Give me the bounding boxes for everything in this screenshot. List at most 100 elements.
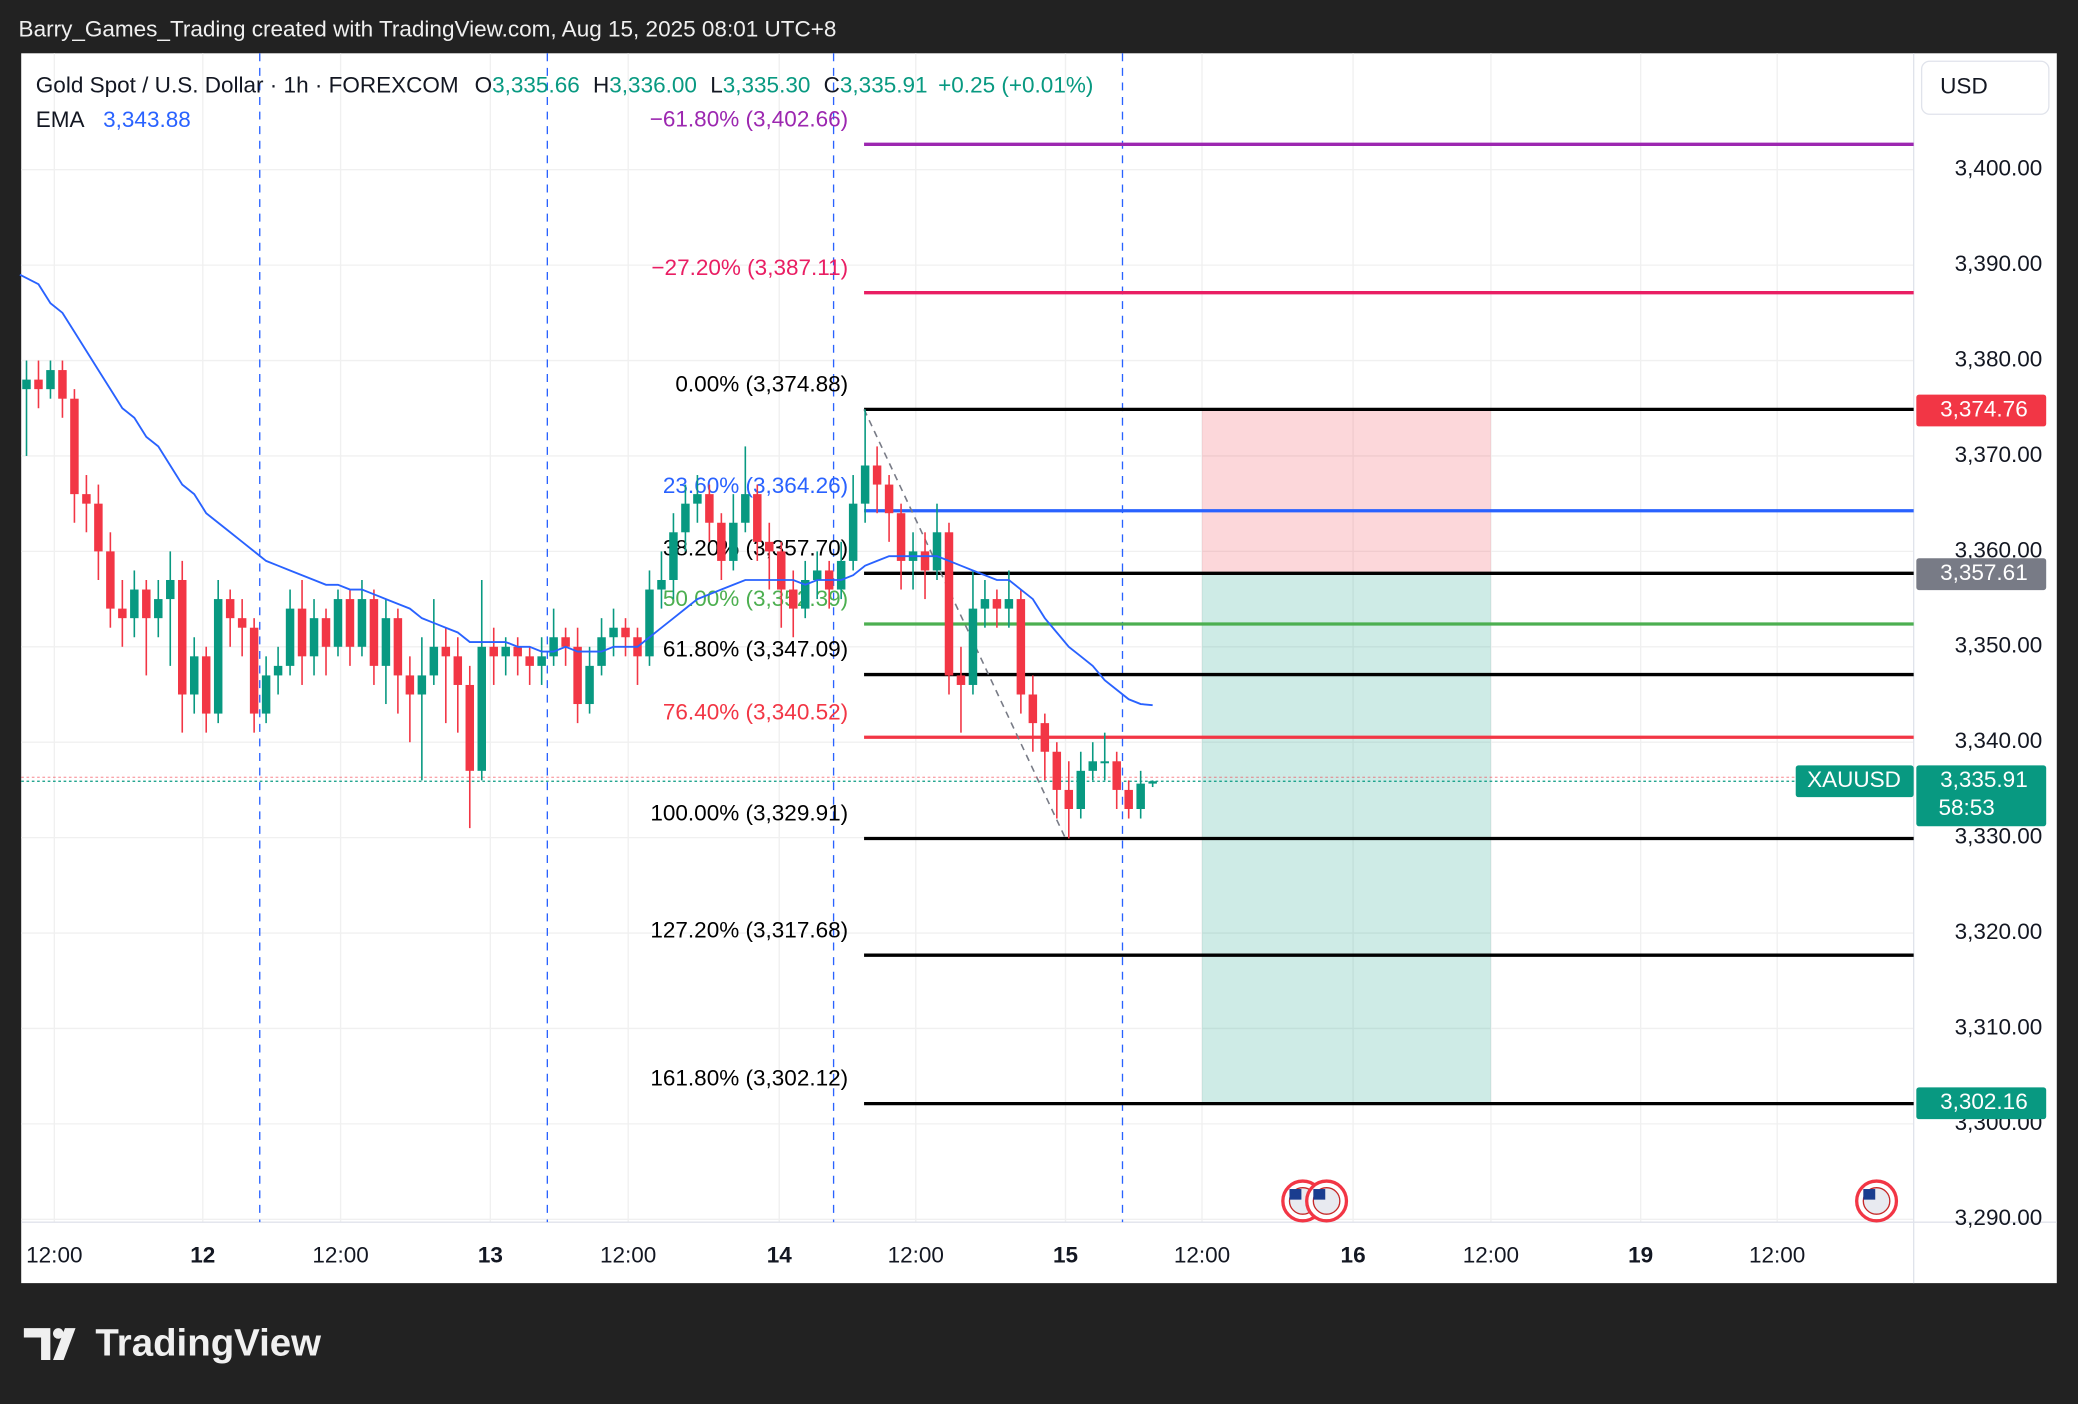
candle-body	[405, 675, 415, 695]
candle-body	[800, 579, 810, 609]
y-tick-label: 3,290.00	[1955, 1205, 2043, 1230]
candle-body	[561, 637, 570, 647]
candle-body	[621, 627, 630, 638]
x-tick-label: 12:00	[888, 1243, 944, 1268]
candle-body	[94, 503, 103, 552]
candle-body	[489, 646, 498, 657]
ohlc-value: 3,335.66	[492, 72, 580, 97]
ohlc-key: H	[593, 72, 609, 97]
event-icon-canton	[1289, 1189, 1302, 1200]
chart-layer: 3,290.003,300.003,310.003,320.003,330.00…	[19, 106, 2043, 1268]
currency-button	[1920, 60, 2050, 115]
candle-body	[501, 646, 510, 657]
ohlc-value: 3,335.30	[723, 72, 811, 97]
symbol-tag	[1795, 765, 1914, 798]
fib-level-label: 161.80% (3,302.12)	[650, 1066, 848, 1091]
entry-tag	[1916, 558, 2047, 591]
candle-body	[154, 599, 163, 619]
entry-tag-label: 3,357.61	[1940, 560, 2028, 585]
y-tick-label: 3,400.00	[1955, 156, 2043, 181]
candle-body	[1088, 761, 1097, 771]
ema-line	[19, 273, 1153, 707]
candle-body	[1124, 789, 1133, 810]
candle-body	[717, 522, 726, 561]
candle-body	[417, 675, 427, 695]
candle-body	[884, 484, 894, 514]
candle-body	[249, 627, 259, 714]
candle-body	[729, 522, 738, 561]
candle-body	[1040, 723, 1050, 752]
candle-body	[261, 675, 271, 714]
candle-body	[345, 599, 355, 647]
candle-body	[836, 560, 846, 590]
candle-body	[573, 646, 582, 705]
x-tick-label: 12	[190, 1243, 215, 1268]
event-icon	[1305, 1179, 1349, 1223]
candle-body	[525, 656, 534, 666]
ohlc-key: C	[824, 72, 840, 97]
x-tick-label: 12:00	[1749, 1243, 1805, 1268]
candle-body	[465, 684, 475, 771]
candle-body	[537, 656, 546, 666]
candle-body	[944, 532, 954, 676]
candle-body	[693, 494, 702, 504]
candle-body	[1016, 599, 1026, 695]
candle-body	[70, 398, 79, 495]
candle-body	[106, 551, 115, 609]
ohlc-value: 3,335.91	[840, 72, 928, 97]
overlay-layer: Gold Spot / U.S. Dollar · 1h · FOREXCOM O…	[36, 60, 2050, 1223]
candle-body	[992, 599, 1002, 609]
candle-body	[82, 494, 91, 504]
fib-level-label: 50.00% (3,352.39)	[663, 586, 848, 611]
stop-tag-label: 3,374.76	[1940, 396, 2028, 421]
candle-body	[669, 532, 678, 580]
last-price-label: 3,335.91	[1940, 767, 2028, 792]
y-tick-label: 3,380.00	[1955, 346, 2043, 371]
y-tick-label: 3,330.00	[1955, 824, 2043, 849]
y-tick-label: 3,370.00	[1955, 442, 2043, 467]
y-tick-label: 3,350.00	[1955, 633, 2043, 658]
candle-body	[968, 608, 978, 685]
x-tick-label: 19	[1628, 1243, 1653, 1268]
y-tick-label: 3,390.00	[1955, 251, 2043, 276]
candle-body	[393, 618, 403, 676]
candle-body	[58, 370, 67, 399]
candle-body	[789, 589, 798, 609]
candle-body	[166, 579, 175, 600]
candle-body	[549, 637, 558, 657]
candle-body	[920, 551, 930, 571]
candle-body	[381, 618, 391, 666]
symbol-name: Gold Spot / U.S. Dollar · 1h · FOREXCOM	[36, 72, 459, 97]
fib-level-label: 100.00% (3,329.91)	[650, 801, 848, 826]
candle-body	[1064, 789, 1074, 810]
candle-body	[932, 532, 942, 571]
candle-body	[285, 608, 295, 666]
candle-body	[357, 599, 367, 647]
candle-body	[980, 599, 990, 609]
target-tag	[1916, 1087, 2047, 1120]
symbol-tag-label: XAUUSD	[1807, 767, 1901, 792]
event-icon-canton	[1313, 1189, 1326, 1200]
event-icon	[1855, 1179, 1899, 1223]
footer-logo: TradingView	[23, 1322, 321, 1365]
logo-text: TradingView	[95, 1322, 321, 1365]
candle-body	[681, 503, 690, 533]
fib-trend-line	[863, 409, 1067, 839]
candle-body	[645, 589, 654, 657]
x-tick-label: 13	[478, 1243, 503, 1268]
candle-body	[309, 618, 319, 657]
stop-zone	[1202, 410, 1491, 575]
currency-label: USD	[1940, 74, 1988, 99]
candle-body	[812, 570, 822, 580]
fib-level-label: 76.40% (3,340.52)	[663, 699, 848, 724]
y-tick-label: 3,310.00	[1955, 1014, 2043, 1039]
x-tick-label: 12:00	[26, 1243, 82, 1268]
chart-area	[21, 53, 2057, 1284]
stop-tag	[1916, 394, 2047, 427]
candle-body	[1052, 751, 1062, 790]
logo-dot	[53, 1328, 64, 1339]
candle-body	[585, 665, 594, 705]
target-tag-label: 3,302.16	[1940, 1089, 2028, 1114]
legend: Gold Spot / U.S. Dollar · 1h · FOREXCOM O…	[36, 72, 1094, 97]
